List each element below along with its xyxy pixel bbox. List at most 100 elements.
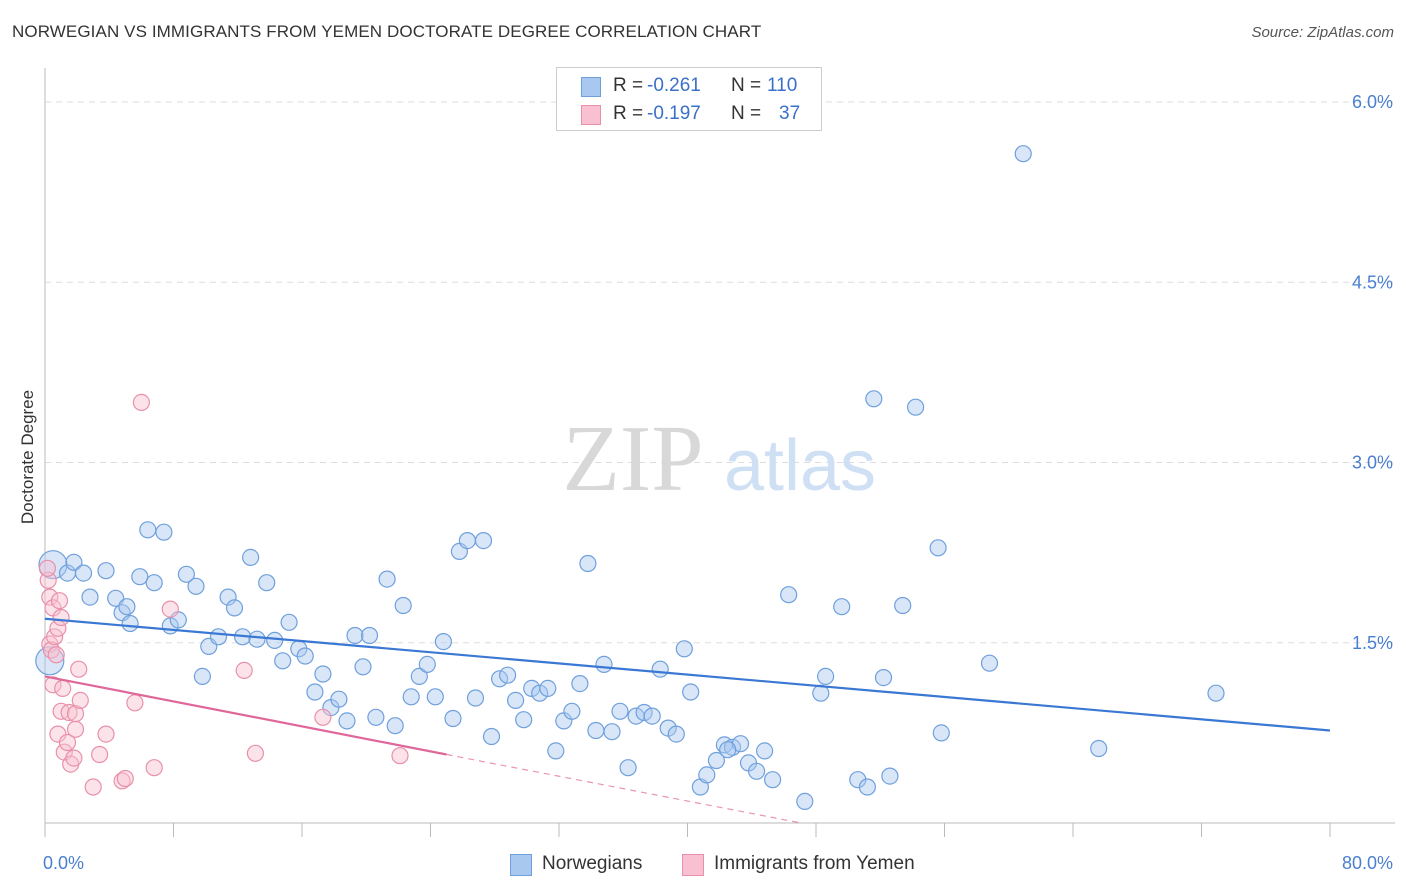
point-norwegians bbox=[763, 771, 782, 789]
point-yemen bbox=[58, 733, 77, 752]
stats-n-value: 37 bbox=[779, 103, 801, 124]
point-norwegians bbox=[874, 668, 893, 687]
point-norwegians bbox=[635, 703, 653, 722]
point-norwegians bbox=[515, 711, 533, 729]
x-tick-label: 0.0% bbox=[43, 853, 84, 873]
point-norwegians bbox=[563, 702, 581, 720]
point-norwegians bbox=[346, 626, 364, 645]
point-norwegians bbox=[682, 683, 700, 701]
point-norwegians bbox=[258, 574, 276, 592]
point-norwegians bbox=[426, 688, 444, 706]
point-yemen bbox=[116, 769, 134, 788]
watermark-zip: ZIP bbox=[563, 407, 704, 511]
point-yemen bbox=[246, 744, 264, 762]
trend-lines bbox=[44, 617, 1331, 824]
point-yemen bbox=[52, 608, 70, 627]
point-yemen bbox=[42, 641, 61, 659]
point-norwegians bbox=[531, 684, 549, 702]
stats-n-label: N = bbox=[731, 103, 762, 124]
point-norwegians bbox=[81, 588, 99, 606]
point-norwegians bbox=[611, 702, 629, 720]
point-norwegians bbox=[698, 766, 716, 784]
legend-swatch-yemen bbox=[682, 854, 704, 876]
point-yemen bbox=[38, 559, 57, 577]
stats-row-norwegians: R = -0.261 N = 110 bbox=[557, 72, 821, 102]
y-tick-label: 1.5% bbox=[1352, 633, 1393, 653]
stats-n-label: N = bbox=[731, 75, 762, 96]
stats-swatch-norwegians bbox=[581, 77, 601, 97]
stats-r-label: R = bbox=[613, 103, 644, 124]
point-norwegians bbox=[225, 599, 244, 617]
point-norwegians bbox=[35, 646, 65, 676]
point-yemen bbox=[66, 720, 85, 738]
point-norwegians bbox=[858, 778, 877, 796]
point-yemen bbox=[66, 705, 85, 723]
point-norwegians bbox=[354, 658, 372, 676]
point-norwegians bbox=[747, 762, 766, 780]
point-norwegians bbox=[306, 683, 324, 701]
trend-line-norwegians bbox=[44, 617, 1331, 732]
stats-n-value: 110 bbox=[767, 75, 798, 96]
trend-line-yemen bbox=[44, 675, 447, 756]
point-norwegians bbox=[816, 667, 835, 686]
point-norwegians bbox=[338, 712, 356, 730]
point-norwegians bbox=[131, 568, 149, 586]
point-norwegians bbox=[506, 691, 525, 710]
point-norwegians bbox=[881, 767, 899, 785]
y-tick-label: 6.0% bbox=[1352, 92, 1393, 112]
point-yemen bbox=[391, 747, 409, 765]
stats-r-value: -0.197 bbox=[647, 103, 701, 124]
point-yemen bbox=[132, 393, 150, 411]
point-norwegians bbox=[482, 727, 501, 746]
point-yemen bbox=[60, 703, 78, 722]
point-norwegians bbox=[980, 654, 999, 672]
point-norwegians bbox=[410, 667, 428, 686]
point-norwegians bbox=[603, 723, 621, 741]
point-norwegians bbox=[667, 725, 685, 743]
point-norwegians bbox=[587, 721, 605, 740]
point-norwegians bbox=[314, 665, 332, 683]
point-norwegians bbox=[177, 565, 195, 583]
point-norwegians bbox=[187, 577, 205, 595]
x-tick-label: 80.0% bbox=[1342, 853, 1393, 873]
point-yemen bbox=[39, 571, 57, 589]
point-norwegians bbox=[219, 588, 237, 606]
watermark: ZIP atlas bbox=[563, 407, 877, 511]
point-norwegians bbox=[1207, 684, 1225, 702]
point-yemen bbox=[84, 778, 102, 796]
point-yemen bbox=[41, 588, 59, 606]
point-yemen bbox=[65, 749, 83, 767]
point-norwegians bbox=[539, 679, 557, 698]
point-norwegians bbox=[402, 688, 420, 706]
point-norwegians bbox=[499, 666, 517, 684]
point-yemen bbox=[44, 676, 62, 694]
series-norwegians bbox=[35, 145, 1225, 811]
point-norwegians bbox=[418, 655, 436, 674]
stats-r-label: R = bbox=[613, 75, 644, 96]
point-norwegians bbox=[932, 724, 950, 742]
point-norwegians bbox=[145, 574, 163, 592]
point-norwegians bbox=[394, 596, 412, 615]
y-tick-label: 4.5% bbox=[1352, 272, 1393, 292]
point-yemen bbox=[314, 708, 332, 726]
point-norwegians bbox=[707, 751, 726, 770]
point-norwegians bbox=[719, 741, 737, 759]
point-norwegians bbox=[929, 539, 947, 557]
stats-swatch-yemen bbox=[581, 105, 601, 125]
point-yemen bbox=[161, 600, 179, 618]
stats-row-yemen: R = -0.197 N = 37 bbox=[557, 100, 821, 130]
legend-label-yemen: Immigrants from Yemen bbox=[714, 853, 915, 874]
point-norwegians bbox=[97, 562, 115, 580]
point-yemen bbox=[126, 694, 144, 712]
stats-r-value: -0.261 bbox=[647, 75, 701, 96]
point-norwegians bbox=[193, 667, 211, 686]
point-norwegians bbox=[274, 652, 292, 670]
y-axis-label: Doctorate Degree bbox=[18, 390, 37, 524]
y-tick-label: 3.0% bbox=[1352, 453, 1393, 473]
point-yemen bbox=[97, 725, 115, 743]
grid-lines bbox=[45, 101, 1395, 644]
point-norwegians bbox=[444, 709, 462, 728]
legend-label-norwegians: Norwegians bbox=[542, 853, 643, 874]
point-norwegians bbox=[571, 674, 589, 693]
